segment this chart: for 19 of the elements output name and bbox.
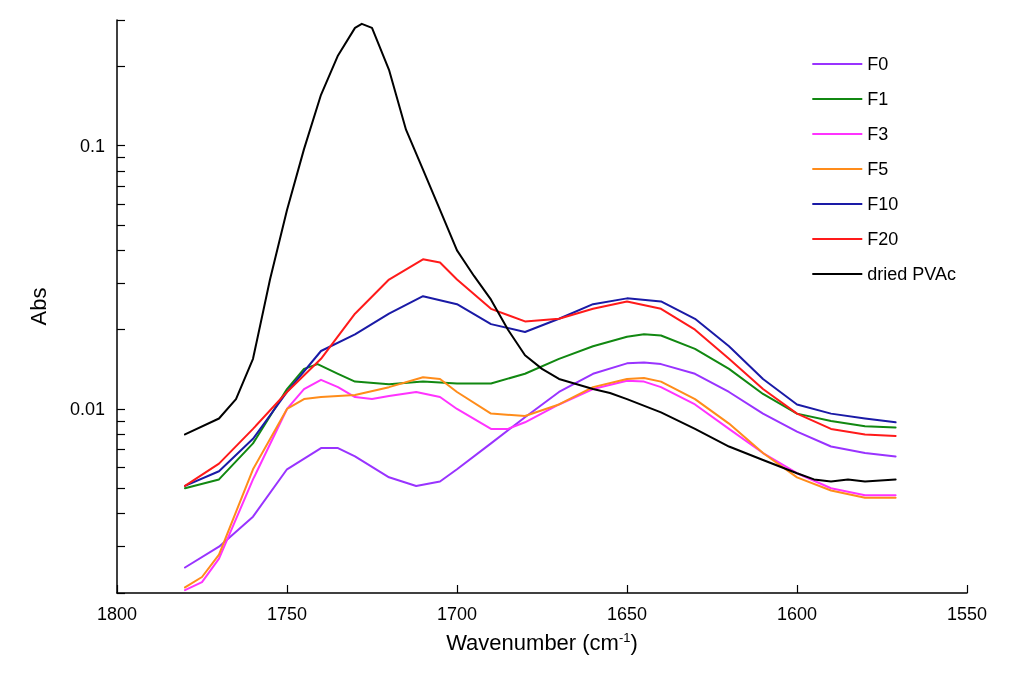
line-series: [184, 295, 897, 487]
line-series: [184, 361, 897, 569]
y-tick-label: 0.01: [69, 398, 105, 419]
y-axis-title: Abs: [25, 287, 51, 326]
legend-label: F20: [867, 229, 899, 249]
x-tick-label: 1700: [436, 604, 478, 624]
y-tick-label: 0.1: [79, 135, 105, 156]
x-tick-label: 1650: [606, 604, 648, 624]
legend-label: dried PVAc: [867, 264, 957, 284]
legend-label: F3: [867, 124, 889, 144]
x-tick-label: 1550: [946, 604, 988, 624]
legend-label: F10: [867, 194, 899, 214]
legend-label: F1: [867, 89, 889, 109]
legend-label: F0: [867, 54, 889, 74]
legend-label: F5: [867, 159, 889, 179]
line-series: [184, 333, 897, 490]
x-tick-label: 1800: [96, 604, 138, 624]
x-tick-label: 1750: [266, 604, 308, 624]
x-tick-label: 1600: [776, 604, 818, 624]
